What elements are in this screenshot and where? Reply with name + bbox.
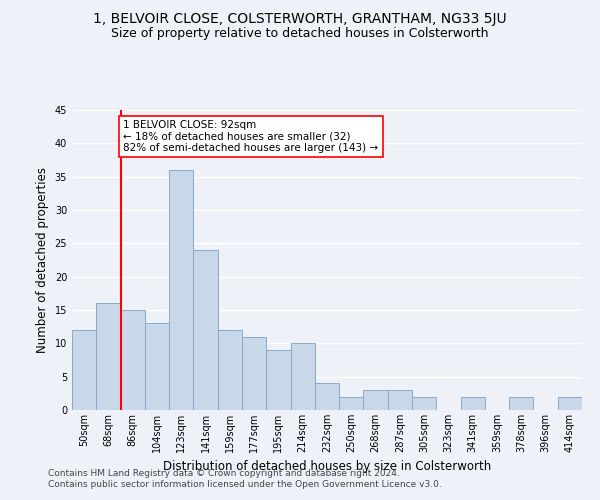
Text: Contains HM Land Registry data © Crown copyright and database right 2024.: Contains HM Land Registry data © Crown c… <box>48 468 400 477</box>
Bar <box>290 344 315 410</box>
Bar <box>242 336 266 410</box>
Bar <box>169 170 193 410</box>
Bar <box>558 396 582 410</box>
Bar <box>96 304 121 410</box>
Bar <box>145 324 169 410</box>
Bar <box>461 396 485 410</box>
X-axis label: Distribution of detached houses by size in Colsterworth: Distribution of detached houses by size … <box>163 460 491 473</box>
Bar <box>315 384 339 410</box>
Y-axis label: Number of detached properties: Number of detached properties <box>36 167 49 353</box>
Text: 1 BELVOIR CLOSE: 92sqm
← 18% of detached houses are smaller (32)
82% of semi-det: 1 BELVOIR CLOSE: 92sqm ← 18% of detached… <box>124 120 379 153</box>
Bar <box>412 396 436 410</box>
Bar <box>339 396 364 410</box>
Bar <box>218 330 242 410</box>
Text: Size of property relative to detached houses in Colsterworth: Size of property relative to detached ho… <box>111 28 489 40</box>
Bar <box>364 390 388 410</box>
Bar <box>266 350 290 410</box>
Bar <box>121 310 145 410</box>
Bar <box>72 330 96 410</box>
Bar <box>193 250 218 410</box>
Text: 1, BELVOIR CLOSE, COLSTERWORTH, GRANTHAM, NG33 5JU: 1, BELVOIR CLOSE, COLSTERWORTH, GRANTHAM… <box>93 12 507 26</box>
Bar <box>509 396 533 410</box>
Text: Contains public sector information licensed under the Open Government Licence v3: Contains public sector information licen… <box>48 480 442 489</box>
Bar <box>388 390 412 410</box>
